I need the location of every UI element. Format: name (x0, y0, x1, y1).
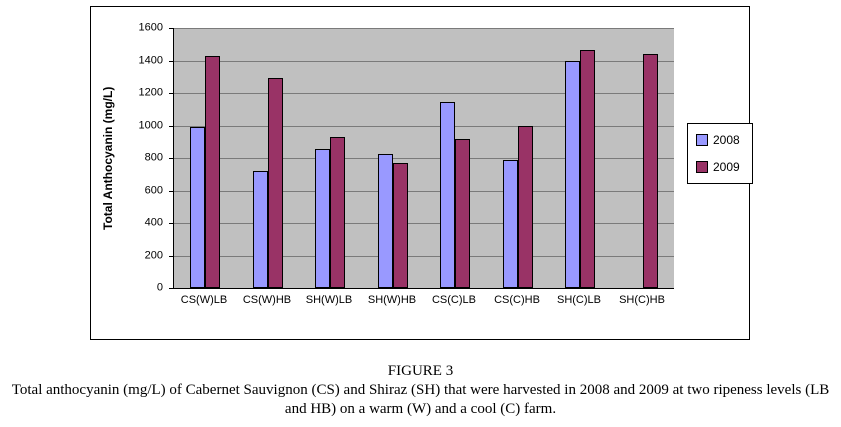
gridline-1200 (174, 93, 674, 94)
figure-caption: FIGURE 3 Total anthocyanin (mg/L) of Cab… (0, 362, 841, 419)
y-tick-label-600: 600 (144, 184, 163, 197)
legend-swatch-2008 (696, 134, 708, 146)
y-tick-label-1400: 1400 (138, 54, 163, 67)
gridline-600 (174, 191, 674, 192)
x-tick-label-CS(C)HB: CS(C)HB (494, 294, 540, 306)
legend-swatch-2009 (696, 161, 708, 173)
legend-item-2008: 2008 (696, 133, 742, 147)
legend: 2008 2009 (687, 123, 753, 184)
x-tick-label-SH(C)HB: SH(C)HB (619, 294, 665, 306)
y-tick-label-800: 800 (144, 151, 163, 164)
bar-2008-SH(W)LB (315, 149, 330, 288)
bar-2009-SH(W)LB (330, 137, 345, 288)
bar-2008-SH(C)LB (565, 61, 580, 288)
bar-2008-CS(C)HB (503, 160, 518, 288)
bar-2009-SH(W)HB (393, 163, 408, 288)
bar-2009-SH(C)HB (643, 54, 658, 288)
y-tick-label-1600: 1600 (138, 21, 163, 34)
caption-text: Total anthocyanin (mg/L) of Cabernet Sau… (11, 382, 830, 417)
y-tick-label-200: 200 (144, 249, 163, 262)
bar-2008-CS(C)LB (440, 102, 455, 288)
bar-2008-CS(W)LB (190, 127, 205, 288)
x-tick-label-SH(W)HB: SH(W)HB (367, 294, 417, 306)
y-tick-mark-400 (169, 223, 173, 224)
gridline-800 (174, 158, 674, 159)
gridline-1600 (174, 28, 674, 29)
bar-2008-SH(W)HB (378, 154, 393, 288)
y-tick-label-1200: 1200 (138, 86, 163, 99)
legend-label-2008: 2008 (713, 133, 740, 147)
figure-label: FIGURE 3 (387, 363, 454, 379)
y-tick-mark-0 (169, 288, 173, 289)
gridline-1400 (174, 61, 674, 62)
y-tick-mark-1200 (169, 93, 173, 94)
gridline-400 (174, 223, 674, 224)
y-tick-mark-200 (169, 256, 173, 257)
x-tick-label-SH(C)LB: SH(C)LB (556, 294, 602, 306)
bar-2009-CS(W)LB (205, 56, 220, 288)
x-tick-label-CS(W)HB: CS(W)HB (242, 294, 292, 306)
x-tick-label-CS(W)LB: CS(W)LB (180, 294, 228, 306)
y-tick-mark-1000 (169, 126, 173, 127)
plot-area (173, 28, 674, 289)
x-axis-labels: CS(W)LB CS(W)HB SH(W)LB SH(W)HB CS(C)LB CS(C)… (173, 291, 673, 309)
y-tick-label-1000: 1000 (138, 119, 163, 132)
legend-item-2009: 2009 (696, 160, 742, 174)
y-axis-labels: 0 200 400 600 800 1000 1200 1400 1600 (91, 22, 173, 293)
x-tick-label-SH(W)LB: SH(W)LB (305, 294, 353, 306)
y-tick-mark-800 (169, 158, 173, 159)
y-tick-label-400: 400 (144, 216, 163, 229)
bar-2009-SH(C)LB (580, 50, 595, 288)
x-tick-label-CS(C)LB: CS(C)LB (431, 294, 477, 306)
bar-2008-CS(W)HB (253, 171, 268, 288)
legend-label-2009: 2009 (713, 160, 740, 174)
y-tick-mark-1400 (169, 61, 173, 62)
bar-2009-CS(C)HB (518, 126, 533, 288)
y-tick-label-0: 0 (156, 281, 163, 294)
chart-area: Total Anthocyanin (mg/L) 0 200 400 600 800 10… (90, 6, 753, 340)
gridline-200 (174, 256, 674, 257)
bar-2009-CS(C)LB (455, 139, 470, 288)
y-tick-mark-600 (169, 191, 173, 192)
gridline-1000 (174, 126, 674, 127)
y-tick-mark-1600 (169, 28, 173, 29)
bar-2009-CS(W)HB (268, 78, 283, 288)
